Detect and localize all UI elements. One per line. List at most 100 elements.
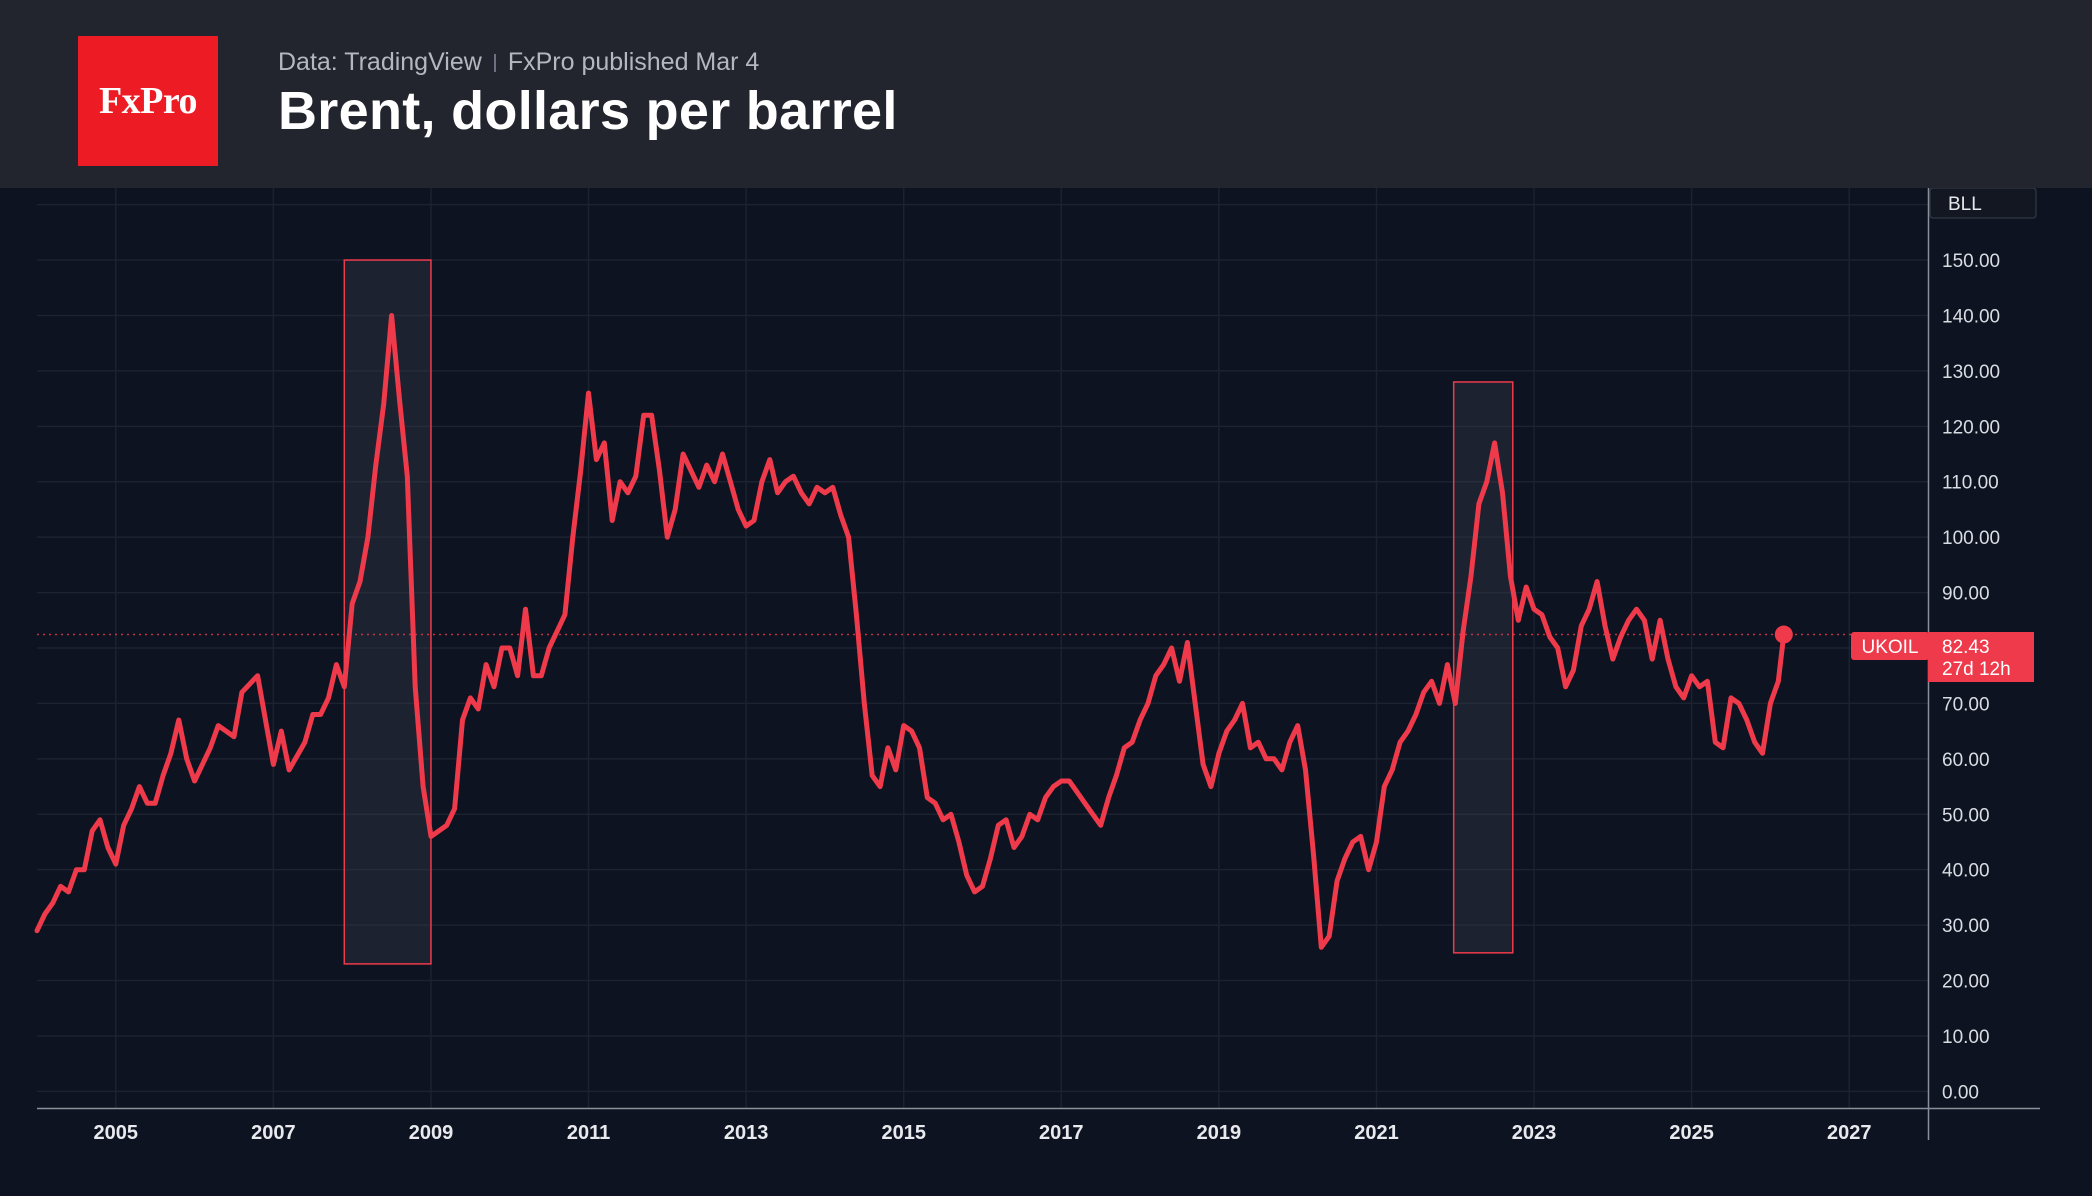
price-point — [1729, 696, 1733, 700]
price-point — [571, 535, 575, 539]
price-point — [1453, 701, 1457, 705]
fxpro-logo: FxPro — [78, 36, 218, 166]
price-point — [130, 807, 134, 811]
price-point — [327, 696, 331, 700]
price-point — [784, 480, 788, 484]
price-point — [524, 607, 528, 611]
price-point — [106, 846, 110, 850]
price-point — [681, 452, 685, 456]
price-point — [697, 485, 701, 489]
price-point — [618, 480, 622, 484]
price-point — [1256, 740, 1260, 744]
price-point — [1051, 785, 1055, 789]
price-point — [145, 801, 149, 805]
price-point — [1493, 441, 1497, 445]
price-point — [1201, 762, 1205, 766]
price-point — [988, 857, 992, 861]
y-tick-label: 0.00 — [1942, 1082, 1979, 1103]
price-point — [1067, 779, 1071, 783]
x-tick-label: 2015 — [881, 1122, 926, 1144]
price-point — [51, 901, 55, 905]
price-point — [342, 685, 346, 689]
price-point — [831, 485, 835, 489]
price-point — [1753, 740, 1757, 744]
price-point — [602, 441, 606, 445]
price-point — [516, 674, 520, 678]
price-point — [1516, 618, 1520, 622]
price-point — [1611, 657, 1615, 661]
price-point — [760, 480, 764, 484]
price-point — [1619, 635, 1623, 639]
price-point — [1138, 718, 1142, 722]
price-point — [1304, 768, 1308, 772]
price-point — [1091, 812, 1095, 816]
x-tick-label: 2021 — [1354, 1122, 1399, 1144]
price-point — [1225, 729, 1229, 733]
price-point — [1398, 740, 1402, 744]
price-point — [256, 674, 260, 678]
price-point — [1430, 679, 1434, 683]
price-point — [657, 469, 661, 473]
price-point — [1721, 746, 1725, 750]
price-point — [1469, 574, 1473, 578]
x-tick-label: 2017 — [1039, 1122, 1084, 1144]
price-point — [894, 768, 898, 772]
price-point — [1690, 674, 1694, 678]
price-point — [1288, 740, 1292, 744]
price-point — [957, 840, 961, 844]
price-point — [870, 773, 874, 777]
price-point — [555, 629, 559, 633]
y-tick-label: 20.00 — [1942, 972, 1990, 993]
price-point — [421, 785, 425, 789]
chart-header: FxPro Data: TradingView FxPro published M… — [0, 0, 2092, 188]
price-point — [705, 463, 709, 467]
price-point — [1083, 801, 1087, 805]
price-point — [1666, 657, 1670, 661]
price-point — [933, 801, 937, 805]
price-point — [626, 491, 630, 495]
price-point — [665, 535, 669, 539]
price-point — [240, 690, 244, 694]
price-point — [1359, 834, 1363, 838]
price-point — [334, 663, 338, 667]
price-point — [319, 713, 323, 717]
price-point — [1745, 718, 1749, 722]
price-point — [689, 469, 693, 473]
y-tick-label: 30.00 — [1942, 916, 1990, 937]
price-point — [1319, 945, 1323, 949]
y-tick-label: 40.00 — [1942, 861, 1990, 882]
price-point — [35, 929, 39, 933]
price-point — [185, 757, 189, 761]
price-point — [728, 480, 732, 484]
price-point — [1154, 674, 1158, 678]
price-point — [208, 746, 212, 750]
y-tick-label: 90.00 — [1942, 584, 1990, 605]
price-point — [1390, 768, 1394, 772]
price-point — [973, 890, 977, 894]
price-point — [594, 458, 598, 462]
price-point — [1044, 796, 1048, 800]
price-point — [216, 724, 220, 728]
price-point — [910, 729, 914, 733]
y-tick-label: 140.00 — [1942, 306, 2000, 327]
logo-text: FxPro — [98, 80, 198, 122]
unit-label: BLL — [1948, 194, 1982, 215]
x-tick-label: 2025 — [1669, 1122, 1714, 1144]
price-point — [1548, 635, 1552, 639]
price-point — [941, 818, 945, 822]
price-point — [776, 491, 780, 495]
price-point — [287, 768, 291, 772]
price-point — [161, 773, 165, 777]
price-point — [531, 674, 535, 678]
y-tick-label: 100.00 — [1942, 528, 2000, 549]
price-point — [847, 535, 851, 539]
price-point — [587, 391, 591, 395]
price-point — [1351, 840, 1355, 844]
x-tick-label: 2027 — [1827, 1122, 1872, 1144]
separator — [493, 54, 496, 73]
price-point — [752, 519, 756, 523]
x-tick-label: 2005 — [94, 1122, 139, 1144]
price-point — [460, 718, 464, 722]
price-point — [453, 807, 457, 811]
price-point — [1241, 701, 1245, 705]
